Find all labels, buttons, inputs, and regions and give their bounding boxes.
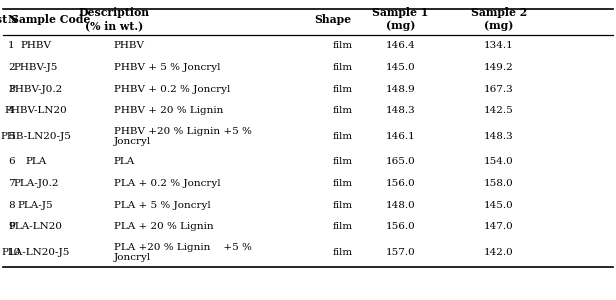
Text: N: N — [8, 14, 18, 25]
Text: 149.2: 149.2 — [484, 63, 514, 72]
Text: PLA-LN20: PLA-LN20 — [9, 222, 63, 231]
Text: 134.1: 134.1 — [484, 41, 514, 50]
Text: PLA + 20 % Lignin: PLA + 20 % Lignin — [114, 222, 214, 231]
Text: PHBV-J0.2: PHBV-J0.2 — [9, 85, 63, 94]
Text: 156.0: 156.0 — [386, 222, 415, 231]
Text: PHBV-LN20: PHBV-LN20 — [4, 106, 67, 115]
Text: Sample 1
(mg): Sample 1 (mg) — [372, 7, 429, 31]
Text: PHBV +20 % Lignin +5 %
Joncryl: PHBV +20 % Lignin +5 % Joncryl — [114, 127, 252, 146]
Text: PHBV-J5: PHBV-J5 — [14, 63, 58, 72]
Text: 9: 9 — [8, 222, 15, 231]
Text: 146.4: 146.4 — [386, 41, 415, 50]
Text: 148.9: 148.9 — [386, 85, 415, 94]
Text: Test Sample Code: Test Sample Code — [0, 14, 90, 25]
Text: PHB-LN20-J5: PHB-LN20-J5 — [0, 132, 71, 141]
Text: film: film — [333, 85, 353, 94]
Text: PLA-LN20-J5: PLA-LN20-J5 — [2, 248, 70, 257]
Text: film: film — [333, 201, 353, 210]
Text: Shape: Shape — [314, 14, 351, 25]
Text: 145.0: 145.0 — [484, 201, 514, 210]
Text: 4: 4 — [8, 106, 15, 115]
Text: 156.0: 156.0 — [386, 179, 415, 188]
Text: 1: 1 — [8, 41, 15, 50]
Text: PLA-J5: PLA-J5 — [18, 201, 54, 210]
Text: Description
(% in wt.): Description (% in wt.) — [78, 7, 150, 31]
Text: PLA + 5 % Joncryl: PLA + 5 % Joncryl — [114, 201, 211, 210]
Text: PHBV: PHBV — [114, 41, 145, 50]
Text: PLA: PLA — [25, 158, 46, 166]
Text: PHBV + 0.2 % Joncryl: PHBV + 0.2 % Joncryl — [114, 85, 230, 94]
Text: 148.0: 148.0 — [386, 201, 415, 210]
Text: 165.0: 165.0 — [386, 158, 415, 166]
Text: 145.0: 145.0 — [386, 63, 415, 72]
Text: 2: 2 — [8, 63, 15, 72]
Text: 10: 10 — [8, 248, 22, 257]
Text: 8: 8 — [8, 201, 15, 210]
Text: film: film — [333, 41, 353, 50]
Text: 142.0: 142.0 — [484, 248, 514, 257]
Text: film: film — [333, 132, 353, 141]
Text: PHBV + 20 % Lignin: PHBV + 20 % Lignin — [114, 106, 224, 115]
Text: 148.3: 148.3 — [484, 132, 514, 141]
Text: film: film — [333, 222, 353, 231]
Text: film: film — [333, 248, 353, 257]
Text: film: film — [333, 179, 353, 188]
Text: 154.0: 154.0 — [484, 158, 514, 166]
Text: 146.1: 146.1 — [386, 132, 415, 141]
Text: 142.5: 142.5 — [484, 106, 514, 115]
Text: 158.0: 158.0 — [484, 179, 514, 188]
Text: film: film — [333, 106, 353, 115]
Text: PHBV + 5 % Joncryl: PHBV + 5 % Joncryl — [114, 63, 221, 72]
Text: 6: 6 — [8, 158, 15, 166]
Text: PLA: PLA — [114, 158, 135, 166]
Text: Sample 2
(mg): Sample 2 (mg) — [471, 7, 527, 31]
Text: film: film — [333, 158, 353, 166]
Text: 5: 5 — [8, 132, 15, 141]
Text: 3: 3 — [8, 85, 15, 94]
Text: 148.3: 148.3 — [386, 106, 415, 115]
Text: PHBV: PHBV — [20, 41, 51, 50]
Text: film: film — [333, 63, 353, 72]
Text: 147.0: 147.0 — [484, 222, 514, 231]
Text: 167.3: 167.3 — [484, 85, 514, 94]
Text: PLA +20 % Lignin    +5 %
Joncryl: PLA +20 % Lignin +5 % Joncryl — [114, 243, 252, 262]
Text: 157.0: 157.0 — [386, 248, 415, 257]
Text: PLA-J0.2: PLA-J0.2 — [13, 179, 59, 188]
Text: 7: 7 — [8, 179, 15, 188]
Text: PLA + 0.2 % Joncryl: PLA + 0.2 % Joncryl — [114, 179, 221, 188]
